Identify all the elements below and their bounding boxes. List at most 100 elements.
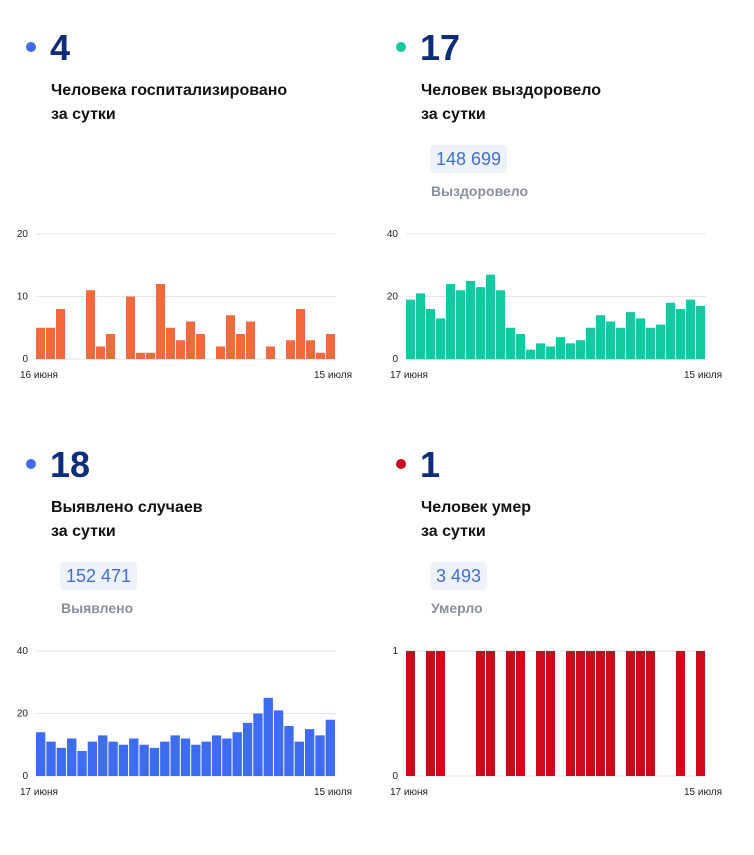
died-total-badge: 3 493 — [430, 562, 488, 590]
bar — [536, 651, 545, 776]
bar — [294, 741, 304, 776]
y-tick-label: 0 — [392, 354, 398, 365]
bar — [646, 327, 655, 359]
bar — [426, 651, 435, 776]
bar — [98, 735, 108, 776]
y-tick-label: 20 — [387, 292, 399, 303]
bar — [486, 274, 495, 359]
hospitalized-count: 4 — [50, 27, 71, 68]
x-end-label: 15 июля — [684, 787, 722, 798]
bar — [306, 340, 315, 359]
bar — [436, 318, 445, 359]
bar — [96, 346, 105, 359]
bar — [586, 327, 595, 359]
panel-detected: 18 Выявлено случаев за сутки 152 471 Выя… — [20, 445, 360, 855]
died-total-label: Умерло — [431, 600, 483, 616]
bar — [77, 751, 87, 776]
bar — [576, 651, 585, 776]
bar — [87, 741, 98, 776]
bar — [576, 340, 585, 359]
recovered-caption-line1: Человек выздоровело — [421, 82, 602, 99]
recovered-dot-icon — [396, 42, 406, 52]
bar — [160, 741, 170, 776]
x-end-label: 15 июля — [314, 370, 352, 381]
bar — [108, 741, 118, 776]
bar — [296, 309, 305, 359]
bar — [67, 738, 77, 776]
bar — [566, 651, 575, 776]
bar — [166, 327, 175, 359]
bar — [236, 334, 245, 359]
x-start-label: 17 июня — [390, 787, 428, 798]
y-tick-label: 1 — [392, 646, 398, 657]
bar — [626, 312, 635, 359]
y-tick-label: 0 — [22, 354, 28, 365]
bar — [436, 651, 445, 776]
bar — [136, 352, 145, 359]
bar — [506, 651, 515, 776]
bar — [546, 651, 555, 776]
x-start-label: 16 июня — [20, 370, 58, 381]
bar — [266, 346, 275, 359]
panel-died: 1 Человек умер за сутки 3 493 Умерло — [390, 445, 730, 855]
panel-hospitalized: 4 Человека госпитализировано за сутки — [20, 28, 360, 438]
bar — [36, 327, 45, 359]
bar — [426, 309, 435, 359]
bar — [676, 309, 685, 359]
bar — [232, 732, 242, 776]
bar — [286, 340, 295, 359]
y-tick-label: 40 — [17, 646, 29, 657]
bar — [516, 334, 525, 359]
died-count: 1 — [420, 444, 441, 485]
recovered-total-badge: 148 699 — [430, 145, 508, 173]
bar — [446, 284, 455, 359]
bar — [56, 747, 67, 776]
y-tick-label: 20 — [17, 229, 29, 240]
y-tick-label: 20 — [17, 709, 29, 720]
recovered-caption-line2: за сутки — [421, 106, 486, 123]
bar — [315, 735, 325, 776]
bar — [646, 651, 655, 776]
bar — [211, 735, 222, 776]
bar — [118, 744, 129, 776]
died-caption-line1: Человек умер — [421, 499, 532, 516]
bar — [139, 744, 149, 776]
bar — [325, 719, 335, 776]
bar — [516, 651, 525, 776]
bar — [106, 334, 115, 359]
bar — [476, 287, 485, 359]
bar — [536, 343, 545, 359]
bar — [180, 738, 191, 776]
died-caption-line2: за сутки — [421, 523, 486, 540]
bar — [696, 651, 705, 776]
detected-caption-line1: Выявлено случаев — [51, 499, 203, 516]
bar — [476, 651, 485, 776]
bar — [506, 327, 515, 359]
bar — [406, 651, 415, 776]
bar — [526, 349, 535, 359]
detected-dot-icon — [26, 459, 36, 469]
bar — [656, 324, 665, 359]
bar — [246, 321, 255, 359]
y-tick-label: 0 — [392, 771, 398, 782]
bar — [46, 327, 55, 359]
bar — [496, 290, 505, 359]
bar — [686, 299, 695, 359]
hospitalized-caption-line1: Человека госпитализировано — [51, 82, 288, 99]
deaths-bar-chart: 0 1 17 июня 15 июля — [390, 646, 722, 798]
bar — [636, 651, 645, 776]
x-end-label: 15 июля — [314, 787, 352, 798]
bar — [406, 299, 415, 359]
bar — [284, 726, 294, 776]
bar — [242, 722, 253, 776]
bar — [416, 293, 425, 359]
bar — [222, 738, 232, 776]
bar — [156, 284, 165, 359]
bar — [46, 741, 56, 776]
bar — [606, 651, 615, 776]
y-tick-label: 0 — [22, 771, 28, 782]
bar — [170, 735, 180, 776]
bar — [129, 738, 139, 776]
hospitalized-bar-chart: 0 10 20 16 июня 15 июля — [17, 229, 352, 381]
died-dot-icon — [396, 459, 406, 469]
